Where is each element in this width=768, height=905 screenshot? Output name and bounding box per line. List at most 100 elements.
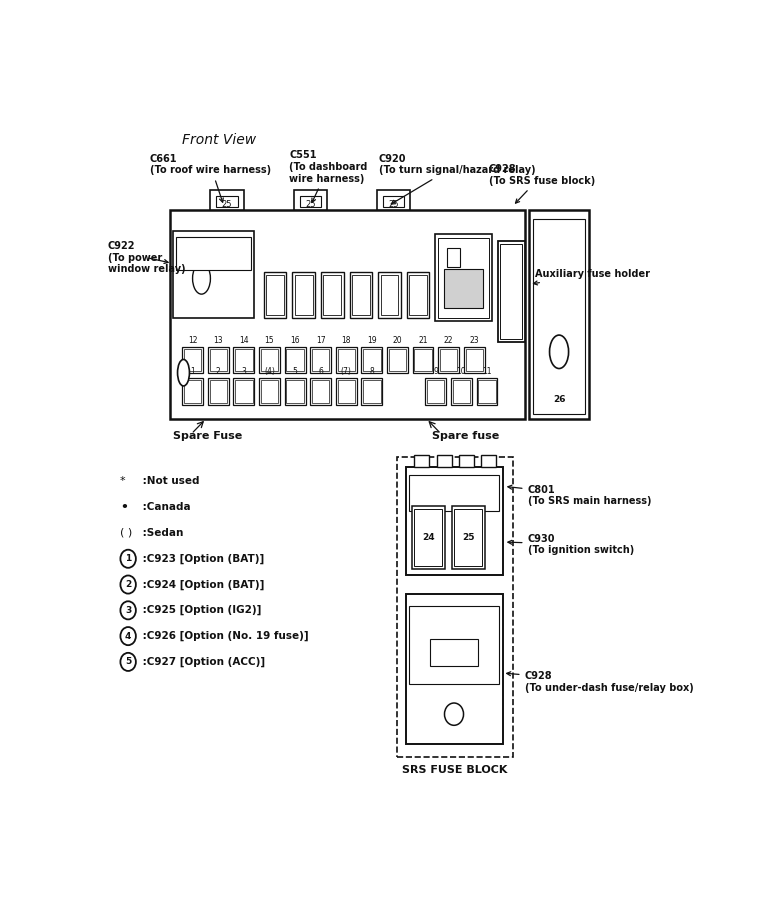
Bar bbox=[182, 378, 203, 405]
Text: 24: 24 bbox=[422, 533, 435, 542]
Text: 15: 15 bbox=[265, 336, 274, 345]
Text: C930
(To ignition switch): C930 (To ignition switch) bbox=[508, 534, 634, 556]
Bar bbox=[259, 378, 280, 405]
Text: 22: 22 bbox=[444, 336, 453, 345]
Text: C661
(To roof wire harness): C661 (To roof wire harness) bbox=[150, 154, 270, 202]
Bar bbox=[440, 349, 457, 371]
Text: :C923 [Option (BAT)]: :C923 [Option (BAT)] bbox=[140, 554, 265, 564]
Bar bbox=[389, 349, 406, 371]
Bar bbox=[170, 210, 525, 419]
Text: 26: 26 bbox=[553, 395, 565, 404]
Text: C920
(To turn signal/hazard relay): C920 (To turn signal/hazard relay) bbox=[379, 154, 535, 204]
Text: 25: 25 bbox=[389, 200, 399, 208]
Bar bbox=[336, 378, 356, 405]
Bar bbox=[338, 349, 355, 371]
Bar bbox=[406, 595, 502, 744]
Bar bbox=[233, 378, 254, 405]
Bar bbox=[295, 275, 313, 315]
Bar bbox=[310, 378, 331, 405]
Bar bbox=[321, 272, 343, 318]
Bar bbox=[293, 272, 315, 318]
Bar bbox=[208, 347, 229, 374]
Bar bbox=[286, 380, 303, 403]
Text: 5: 5 bbox=[125, 657, 131, 666]
Text: C928
(To SRS fuse block): C928 (To SRS fuse block) bbox=[489, 165, 595, 203]
Bar bbox=[363, 349, 380, 371]
Bar bbox=[409, 606, 499, 684]
Text: :C926 [Option (No. 19 fuse)]: :C926 [Option (No. 19 fuse)] bbox=[140, 631, 309, 642]
Text: 6: 6 bbox=[318, 367, 323, 376]
Bar bbox=[184, 380, 201, 403]
Bar bbox=[338, 380, 355, 403]
Bar bbox=[312, 349, 329, 371]
Bar bbox=[481, 455, 496, 468]
Bar bbox=[451, 378, 472, 405]
Ellipse shape bbox=[193, 262, 210, 294]
Bar bbox=[174, 231, 253, 318]
Text: *: * bbox=[120, 476, 125, 486]
Ellipse shape bbox=[177, 359, 190, 386]
Bar bbox=[406, 468, 502, 576]
Bar bbox=[261, 380, 278, 403]
Bar bbox=[453, 380, 470, 403]
Text: 20: 20 bbox=[392, 336, 402, 345]
Text: 18: 18 bbox=[342, 336, 351, 345]
Text: 23: 23 bbox=[469, 336, 479, 345]
Bar bbox=[439, 237, 488, 318]
Text: :Canada: :Canada bbox=[140, 502, 191, 512]
Bar bbox=[293, 190, 327, 210]
Bar bbox=[266, 275, 284, 315]
Bar bbox=[452, 506, 485, 568]
Bar bbox=[478, 380, 495, 403]
Text: 19: 19 bbox=[367, 336, 376, 345]
Text: 2: 2 bbox=[216, 367, 220, 376]
Bar bbox=[477, 378, 498, 405]
Bar bbox=[210, 349, 227, 371]
Bar bbox=[363, 380, 380, 403]
Bar bbox=[415, 349, 432, 371]
Bar bbox=[264, 272, 286, 318]
Bar bbox=[235, 349, 253, 371]
Text: 3: 3 bbox=[125, 605, 131, 614]
Bar bbox=[415, 509, 442, 566]
Bar bbox=[380, 275, 399, 315]
Text: 13: 13 bbox=[214, 336, 223, 345]
Bar bbox=[534, 219, 584, 414]
Text: 16: 16 bbox=[290, 336, 300, 345]
Bar bbox=[210, 380, 227, 403]
Text: 17: 17 bbox=[316, 336, 326, 345]
Text: 11: 11 bbox=[482, 367, 492, 376]
Bar bbox=[412, 506, 445, 568]
Text: •: • bbox=[120, 500, 127, 514]
Bar bbox=[435, 234, 492, 321]
Bar bbox=[437, 455, 452, 468]
Text: :C924 [Option (BAT)]: :C924 [Option (BAT)] bbox=[140, 579, 265, 590]
Text: 1: 1 bbox=[125, 554, 131, 563]
Text: 1: 1 bbox=[190, 367, 195, 376]
Text: 21: 21 bbox=[419, 336, 428, 345]
Text: C801
(To SRS main harness): C801 (To SRS main harness) bbox=[508, 485, 651, 507]
Bar bbox=[439, 347, 459, 374]
Text: 2: 2 bbox=[125, 580, 131, 589]
Text: 3: 3 bbox=[241, 367, 247, 376]
Bar bbox=[312, 380, 329, 403]
Text: :C927 [Option (ACC)]: :C927 [Option (ACC)] bbox=[140, 657, 266, 667]
Bar bbox=[455, 509, 482, 566]
Text: :C925 [Option (IG2)]: :C925 [Option (IG2)] bbox=[140, 605, 262, 615]
Text: 9: 9 bbox=[433, 367, 439, 376]
Bar bbox=[409, 275, 427, 315]
Bar bbox=[210, 190, 243, 210]
Bar bbox=[349, 272, 372, 318]
Text: 4: 4 bbox=[125, 632, 131, 641]
Bar bbox=[352, 275, 370, 315]
Text: C928
(To under-dash fuse/relay box): C928 (To under-dash fuse/relay box) bbox=[507, 671, 694, 692]
Bar bbox=[500, 243, 522, 339]
Bar bbox=[412, 347, 433, 374]
Bar bbox=[285, 347, 306, 374]
Bar bbox=[378, 272, 401, 318]
Bar bbox=[182, 347, 203, 374]
Text: 14: 14 bbox=[239, 336, 249, 345]
Text: C922
(To power
window relay): C922 (To power window relay) bbox=[108, 241, 186, 274]
Bar bbox=[377, 190, 410, 210]
Bar bbox=[261, 349, 278, 371]
